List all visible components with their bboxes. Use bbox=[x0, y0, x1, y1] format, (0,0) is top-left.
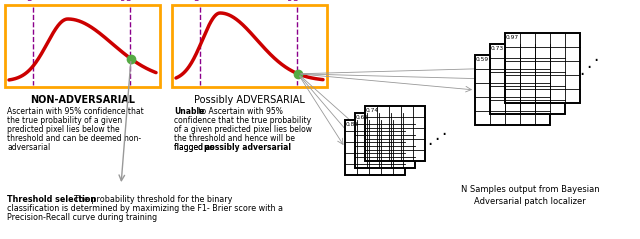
Text: Unable: Unable bbox=[174, 107, 204, 116]
Text: the true probability of a given: the true probability of a given bbox=[7, 116, 122, 125]
Text: 0.73: 0.73 bbox=[491, 46, 504, 51]
Bar bbox=[5, 5, 160, 87]
Text: $5^{th}$: $5^{th}$ bbox=[26, 0, 40, 4]
Text: .: . bbox=[579, 61, 584, 79]
Bar bbox=[505, 33, 580, 103]
Text: flagged as: flagged as bbox=[174, 143, 216, 152]
Text: .: . bbox=[586, 54, 591, 72]
Text: 0.74: 0.74 bbox=[366, 108, 379, 113]
Text: N Samples output from Bayesian
Adversarial patch localizer: N Samples output from Bayesian Adversari… bbox=[461, 185, 599, 206]
Text: of a given predicted pixel lies below: of a given predicted pixel lies below bbox=[174, 125, 312, 134]
Text: Threshold selection: Threshold selection bbox=[7, 195, 96, 204]
Text: .: . bbox=[442, 121, 447, 139]
Text: .: . bbox=[428, 131, 433, 149]
Text: the threshold and hence will be: the threshold and hence will be bbox=[174, 134, 295, 143]
Text: Precision-Recall curve during training: Precision-Recall curve during training bbox=[7, 213, 157, 222]
Text: $95^{th}$: $95^{th}$ bbox=[287, 0, 307, 4]
Text: $5^{th}$: $5^{th}$ bbox=[193, 0, 207, 4]
Text: Ascertain with 95% confidence that: Ascertain with 95% confidence that bbox=[7, 107, 144, 116]
Text: .: . bbox=[593, 47, 598, 65]
Bar bbox=[475, 55, 550, 125]
Text: classification is determined by maximizing the F1- Brier score with a: classification is determined by maximizi… bbox=[7, 204, 283, 213]
Text: adversarial: adversarial bbox=[7, 143, 51, 152]
Text: NON-ADVERSARIAL: NON-ADVERSARIAL bbox=[30, 95, 135, 105]
Text: 0.65: 0.65 bbox=[356, 115, 369, 120]
Text: threshold and can be deemed non-: threshold and can be deemed non- bbox=[7, 134, 141, 143]
Text: predicted pixel lies below the: predicted pixel lies below the bbox=[7, 125, 120, 134]
Bar bbox=[172, 5, 327, 87]
Text: $95^{th}$: $95^{th}$ bbox=[120, 0, 141, 4]
Text: Possibly ADVERSARIAL: Possibly ADVERSARIAL bbox=[194, 95, 305, 105]
Bar bbox=[490, 44, 565, 114]
Text: to Ascertain with 95%: to Ascertain with 95% bbox=[196, 107, 283, 116]
Text: 0.97: 0.97 bbox=[506, 35, 519, 40]
Text: 0.59: 0.59 bbox=[476, 57, 489, 62]
Text: confidence that the true probability: confidence that the true probability bbox=[174, 116, 311, 125]
Bar bbox=[365, 106, 425, 161]
Bar bbox=[345, 120, 405, 175]
Text: 0.83: 0.83 bbox=[346, 122, 359, 127]
Bar bbox=[355, 113, 415, 168]
Text: : The probability threshold for the binary: : The probability threshold for the bina… bbox=[69, 195, 232, 204]
Text: possibly adversarial: possibly adversarial bbox=[204, 143, 291, 152]
Text: .: . bbox=[435, 126, 440, 144]
Text: flagged as: flagged as bbox=[174, 143, 216, 152]
